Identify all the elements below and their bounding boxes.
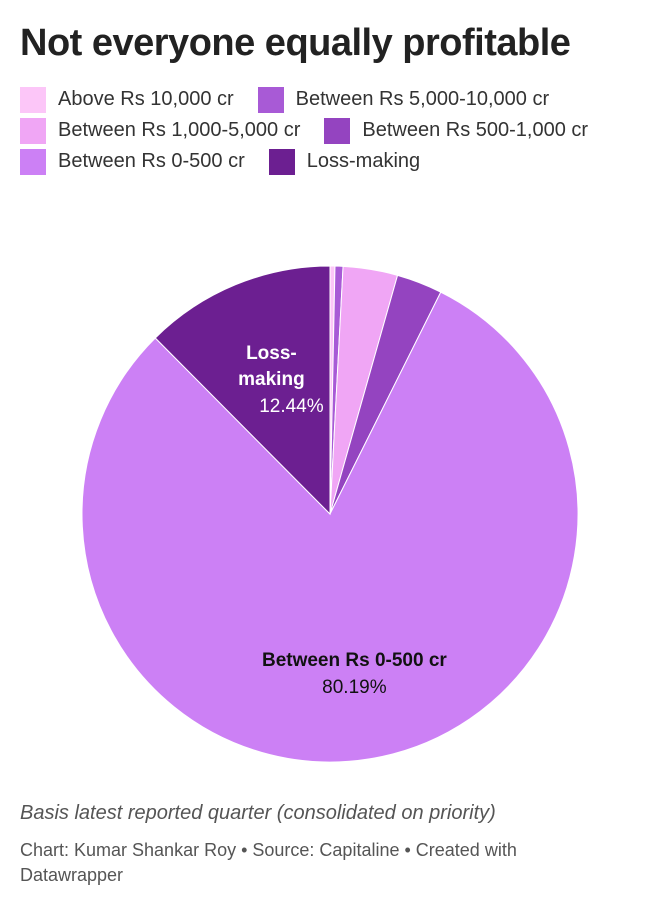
legend-label: Between Rs 1,000-5,000 cr — [58, 119, 301, 141]
note: Basis latest reported quarter (consolida… — [20, 802, 496, 824]
legend-swatch — [268, 148, 295, 175]
pie-slice — [154, 265, 331, 516]
legend-item: Between Rs 5,000-10,000 cr — [257, 86, 550, 113]
chart-title: Not everyone equally profitable — [20, 22, 571, 64]
legend-item: Between Rs 1,000-5,000 cr — [20, 117, 300, 144]
legend-item: Between Rs 500-1,000 cr — [324, 117, 588, 144]
legend-item: Above Rs 10,000 cr — [20, 86, 234, 113]
legend-swatch — [20, 148, 46, 175]
legend: Above Rs 10,000 cr Between Rs 5,000-10,00… — [20, 86, 630, 175]
legend-item: Between Rs 0-500 cr — [20, 148, 245, 175]
legend-label: Between Rs 0-500 cr — [58, 150, 245, 172]
slice-value: 12.44% — [259, 396, 324, 417]
source: Chart: Kumar Shankar Roy • Source: Capit… — [20, 840, 517, 885]
legend-swatch — [20, 86, 46, 113]
legend-label: Loss-making — [306, 150, 421, 172]
pie-slice — [81, 291, 579, 763]
chart: Between Rs 0-500 cr 80.19% Loss-making 12.4… — [81, 265, 579, 763]
legend-label: Between Rs 5,000-10,000 cr — [295, 88, 550, 110]
legend-label: Between Rs 500-1,000 cr — [362, 119, 589, 141]
slice-label: Between Rs 0-500 cr — [262, 650, 447, 671]
slice-label: Loss-making — [238, 343, 305, 390]
legend-swatch — [257, 86, 284, 113]
legend-label: Above Rs 10,000 cr — [58, 88, 234, 110]
legend-swatch — [324, 117, 351, 144]
legend-item: Loss-making — [268, 148, 421, 175]
legend-swatch — [20, 117, 46, 144]
slice-value: 80.19% — [322, 677, 387, 698]
